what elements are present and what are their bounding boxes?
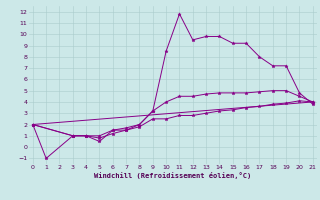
X-axis label: Windchill (Refroidissement éolien,°C): Windchill (Refroidissement éolien,°C) [94, 172, 252, 179]
